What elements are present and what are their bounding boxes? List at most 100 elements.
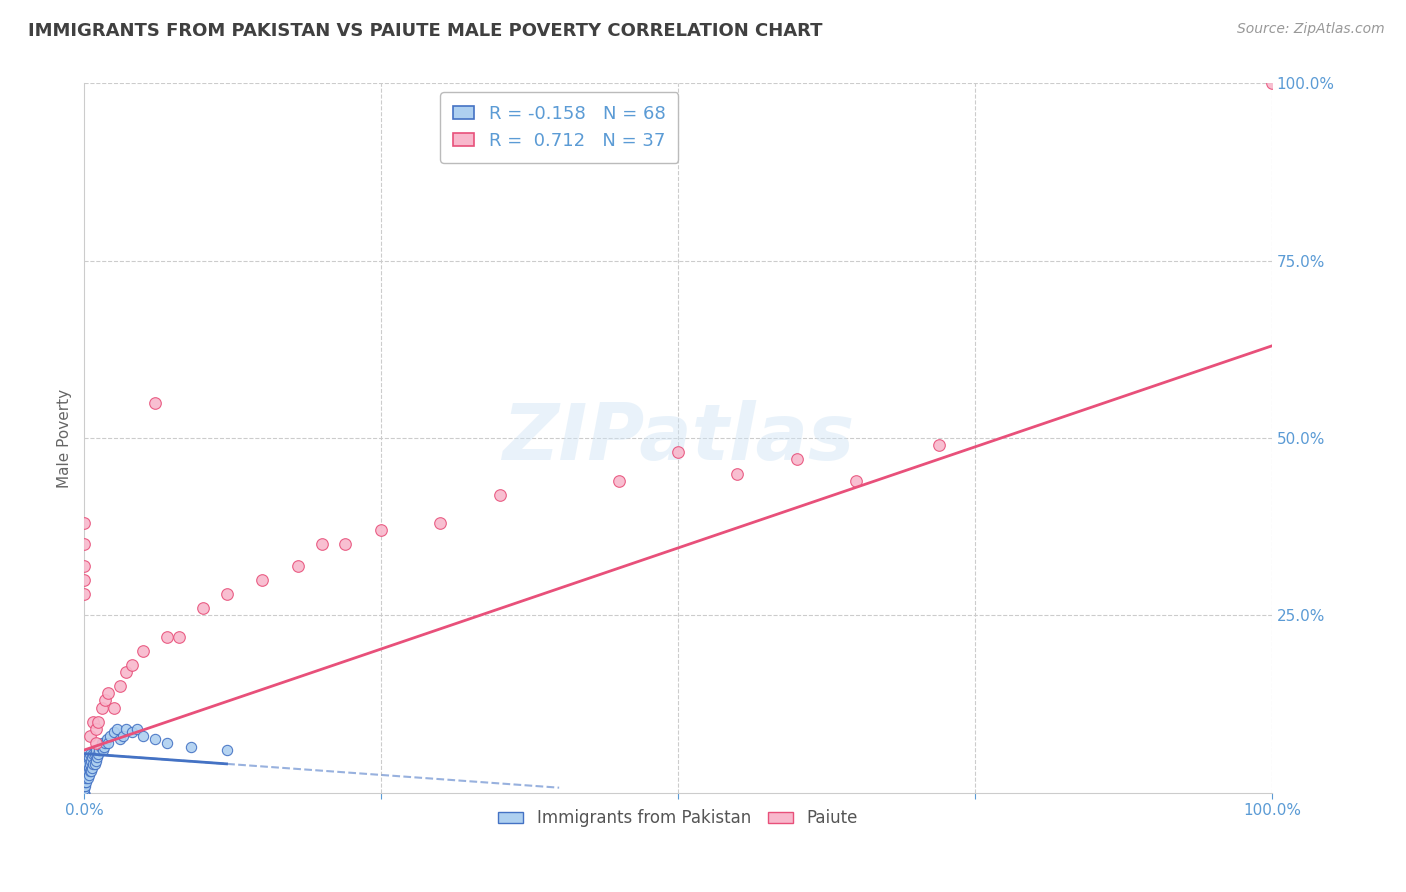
Point bbox=[73, 772, 96, 786]
Point bbox=[311, 537, 333, 551]
Text: ZIPatlas: ZIPatlas bbox=[502, 400, 853, 476]
Point bbox=[1261, 77, 1284, 91]
Point bbox=[90, 739, 112, 754]
Point bbox=[103, 725, 125, 739]
Point bbox=[73, 786, 96, 800]
Point bbox=[77, 750, 100, 764]
Point bbox=[87, 747, 110, 761]
Point bbox=[132, 729, 155, 743]
Point bbox=[121, 725, 143, 739]
Point bbox=[73, 775, 96, 789]
Point bbox=[90, 700, 112, 714]
Point bbox=[79, 764, 101, 779]
Point bbox=[91, 743, 114, 757]
Point bbox=[215, 743, 238, 757]
Point bbox=[156, 736, 179, 750]
Point bbox=[786, 452, 808, 467]
Point bbox=[80, 764, 103, 779]
Point bbox=[114, 722, 136, 736]
Point bbox=[82, 750, 104, 764]
Point bbox=[73, 558, 96, 573]
Point bbox=[429, 516, 451, 530]
Point bbox=[73, 775, 96, 789]
Point bbox=[86, 750, 108, 764]
Point bbox=[83, 747, 105, 761]
Point bbox=[488, 488, 510, 502]
Point bbox=[84, 722, 107, 736]
Point bbox=[84, 743, 107, 757]
Point bbox=[121, 658, 143, 673]
Legend: Immigrants from Pakistan, Paiute: Immigrants from Pakistan, Paiute bbox=[492, 803, 865, 834]
Point bbox=[250, 573, 273, 587]
Point bbox=[73, 757, 96, 772]
Point bbox=[83, 757, 105, 772]
Point bbox=[82, 747, 104, 761]
Point bbox=[75, 772, 97, 786]
Point bbox=[75, 775, 97, 789]
Point bbox=[132, 644, 155, 658]
Point bbox=[73, 516, 96, 530]
Point bbox=[73, 768, 96, 782]
Point bbox=[335, 537, 357, 551]
Point bbox=[112, 729, 135, 743]
Text: IMMIGRANTS FROM PAKISTAN VS PAIUTE MALE POVERTY CORRELATION CHART: IMMIGRANTS FROM PAKISTAN VS PAIUTE MALE … bbox=[28, 22, 823, 40]
Point bbox=[114, 665, 136, 679]
Point bbox=[845, 474, 868, 488]
Point bbox=[143, 732, 166, 747]
Point bbox=[73, 587, 96, 601]
Point bbox=[89, 743, 111, 757]
Point bbox=[80, 754, 103, 768]
Point bbox=[98, 729, 121, 743]
Point bbox=[73, 779, 96, 793]
Point bbox=[82, 714, 104, 729]
Point bbox=[77, 761, 100, 775]
Point bbox=[666, 445, 689, 459]
Point bbox=[75, 768, 97, 782]
Point bbox=[96, 732, 118, 747]
Point bbox=[156, 630, 179, 644]
Point bbox=[73, 779, 96, 793]
Point bbox=[127, 722, 149, 736]
Point bbox=[90, 736, 112, 750]
Point bbox=[73, 768, 96, 782]
Point bbox=[607, 474, 630, 488]
Point bbox=[84, 736, 107, 750]
Point bbox=[79, 729, 101, 743]
Point bbox=[108, 732, 131, 747]
Y-axis label: Male Poverty: Male Poverty bbox=[58, 389, 72, 488]
Point bbox=[103, 700, 125, 714]
Point bbox=[75, 779, 97, 793]
Point bbox=[76, 757, 98, 772]
Point bbox=[215, 587, 238, 601]
Point bbox=[84, 754, 107, 768]
Point bbox=[94, 736, 117, 750]
Point bbox=[87, 714, 110, 729]
Point bbox=[143, 395, 166, 409]
Point bbox=[75, 775, 97, 789]
Point bbox=[928, 438, 950, 452]
Point bbox=[76, 764, 98, 779]
Point bbox=[73, 537, 96, 551]
Point bbox=[94, 693, 117, 707]
Point bbox=[73, 786, 96, 800]
Point bbox=[167, 630, 190, 644]
Point bbox=[73, 772, 96, 786]
Point bbox=[79, 747, 101, 761]
Point bbox=[75, 764, 97, 779]
Point bbox=[73, 764, 96, 779]
Point bbox=[73, 786, 96, 800]
Point bbox=[82, 761, 104, 775]
Point bbox=[73, 786, 96, 800]
Point bbox=[77, 768, 100, 782]
Point bbox=[75, 768, 97, 782]
Text: Source: ZipAtlas.com: Source: ZipAtlas.com bbox=[1237, 22, 1385, 37]
Point bbox=[93, 739, 115, 754]
Point bbox=[108, 679, 131, 693]
Point bbox=[75, 772, 97, 786]
Point bbox=[97, 686, 120, 700]
Point bbox=[73, 786, 96, 800]
Point bbox=[73, 573, 96, 587]
Point bbox=[82, 757, 104, 772]
Point bbox=[79, 757, 101, 772]
Point bbox=[725, 467, 748, 481]
